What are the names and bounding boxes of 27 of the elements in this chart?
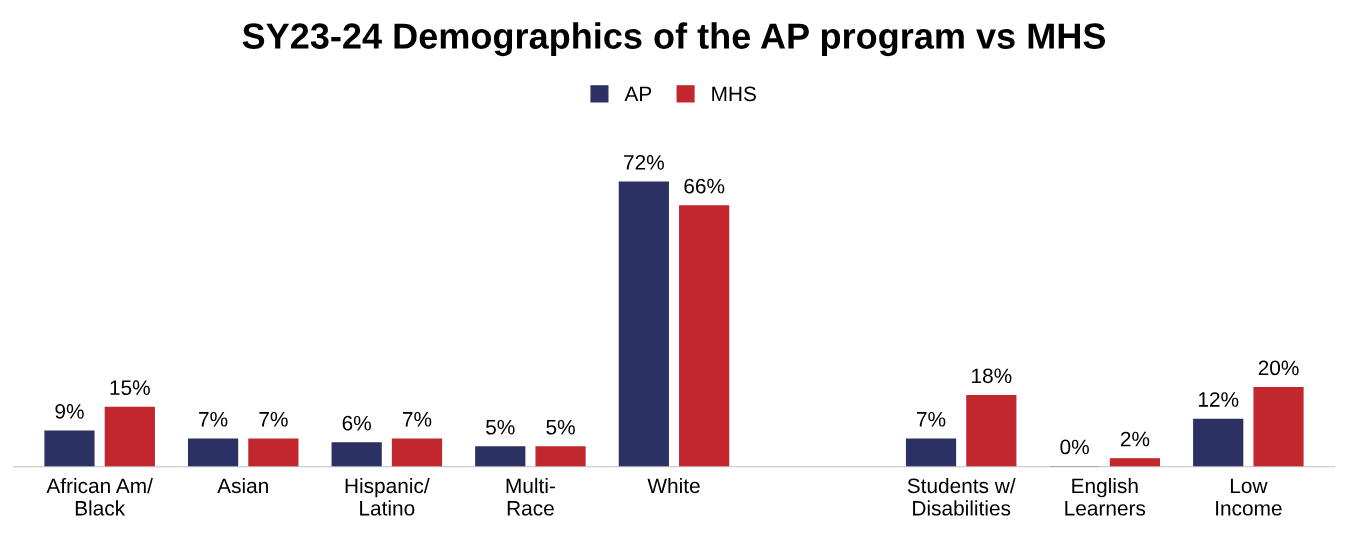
data-label: 7%	[199, 411, 228, 427]
x-tick-label: Students w/ Disabilities	[907, 477, 1016, 516]
x-tick-label: Multi- Race	[506, 477, 555, 516]
data-label: 5%	[486, 419, 515, 435]
data-label: 7%	[259, 411, 288, 427]
data-label: 5%	[546, 419, 575, 435]
data-label: 9%	[55, 403, 84, 419]
data-label: 6%	[342, 415, 371, 431]
data-label: 12%	[1198, 392, 1239, 407]
legend-label: AP	[624, 86, 652, 102]
x-tick-label: Asian	[217, 477, 268, 494]
x-tick-label: English Learners	[1065, 477, 1146, 516]
x-tick-label: African Am/ Black	[46, 477, 153, 516]
x-tick-label: Low Income	[1216, 478, 1282, 516]
data-label: 66%	[684, 178, 725, 194]
data-label: 72%	[624, 154, 664, 170]
data-label: 7%	[917, 411, 946, 427]
data-label: 15%	[110, 380, 150, 396]
data-label: 18%	[972, 368, 1012, 384]
data-label: 0%	[1060, 439, 1089, 455]
chart-title: SY23-24 Demographics of the AP program vs MHS	[242, 22, 1106, 57]
x-tick-label: Hispanic/ Latino	[345, 477, 430, 516]
data-label: 7%	[402, 411, 432, 427]
legend-label: MHS	[712, 86, 756, 102]
data-label: 20%	[1258, 360, 1299, 376]
data-label: 2%	[1120, 431, 1150, 447]
x-tick-label: White	[647, 477, 700, 494]
